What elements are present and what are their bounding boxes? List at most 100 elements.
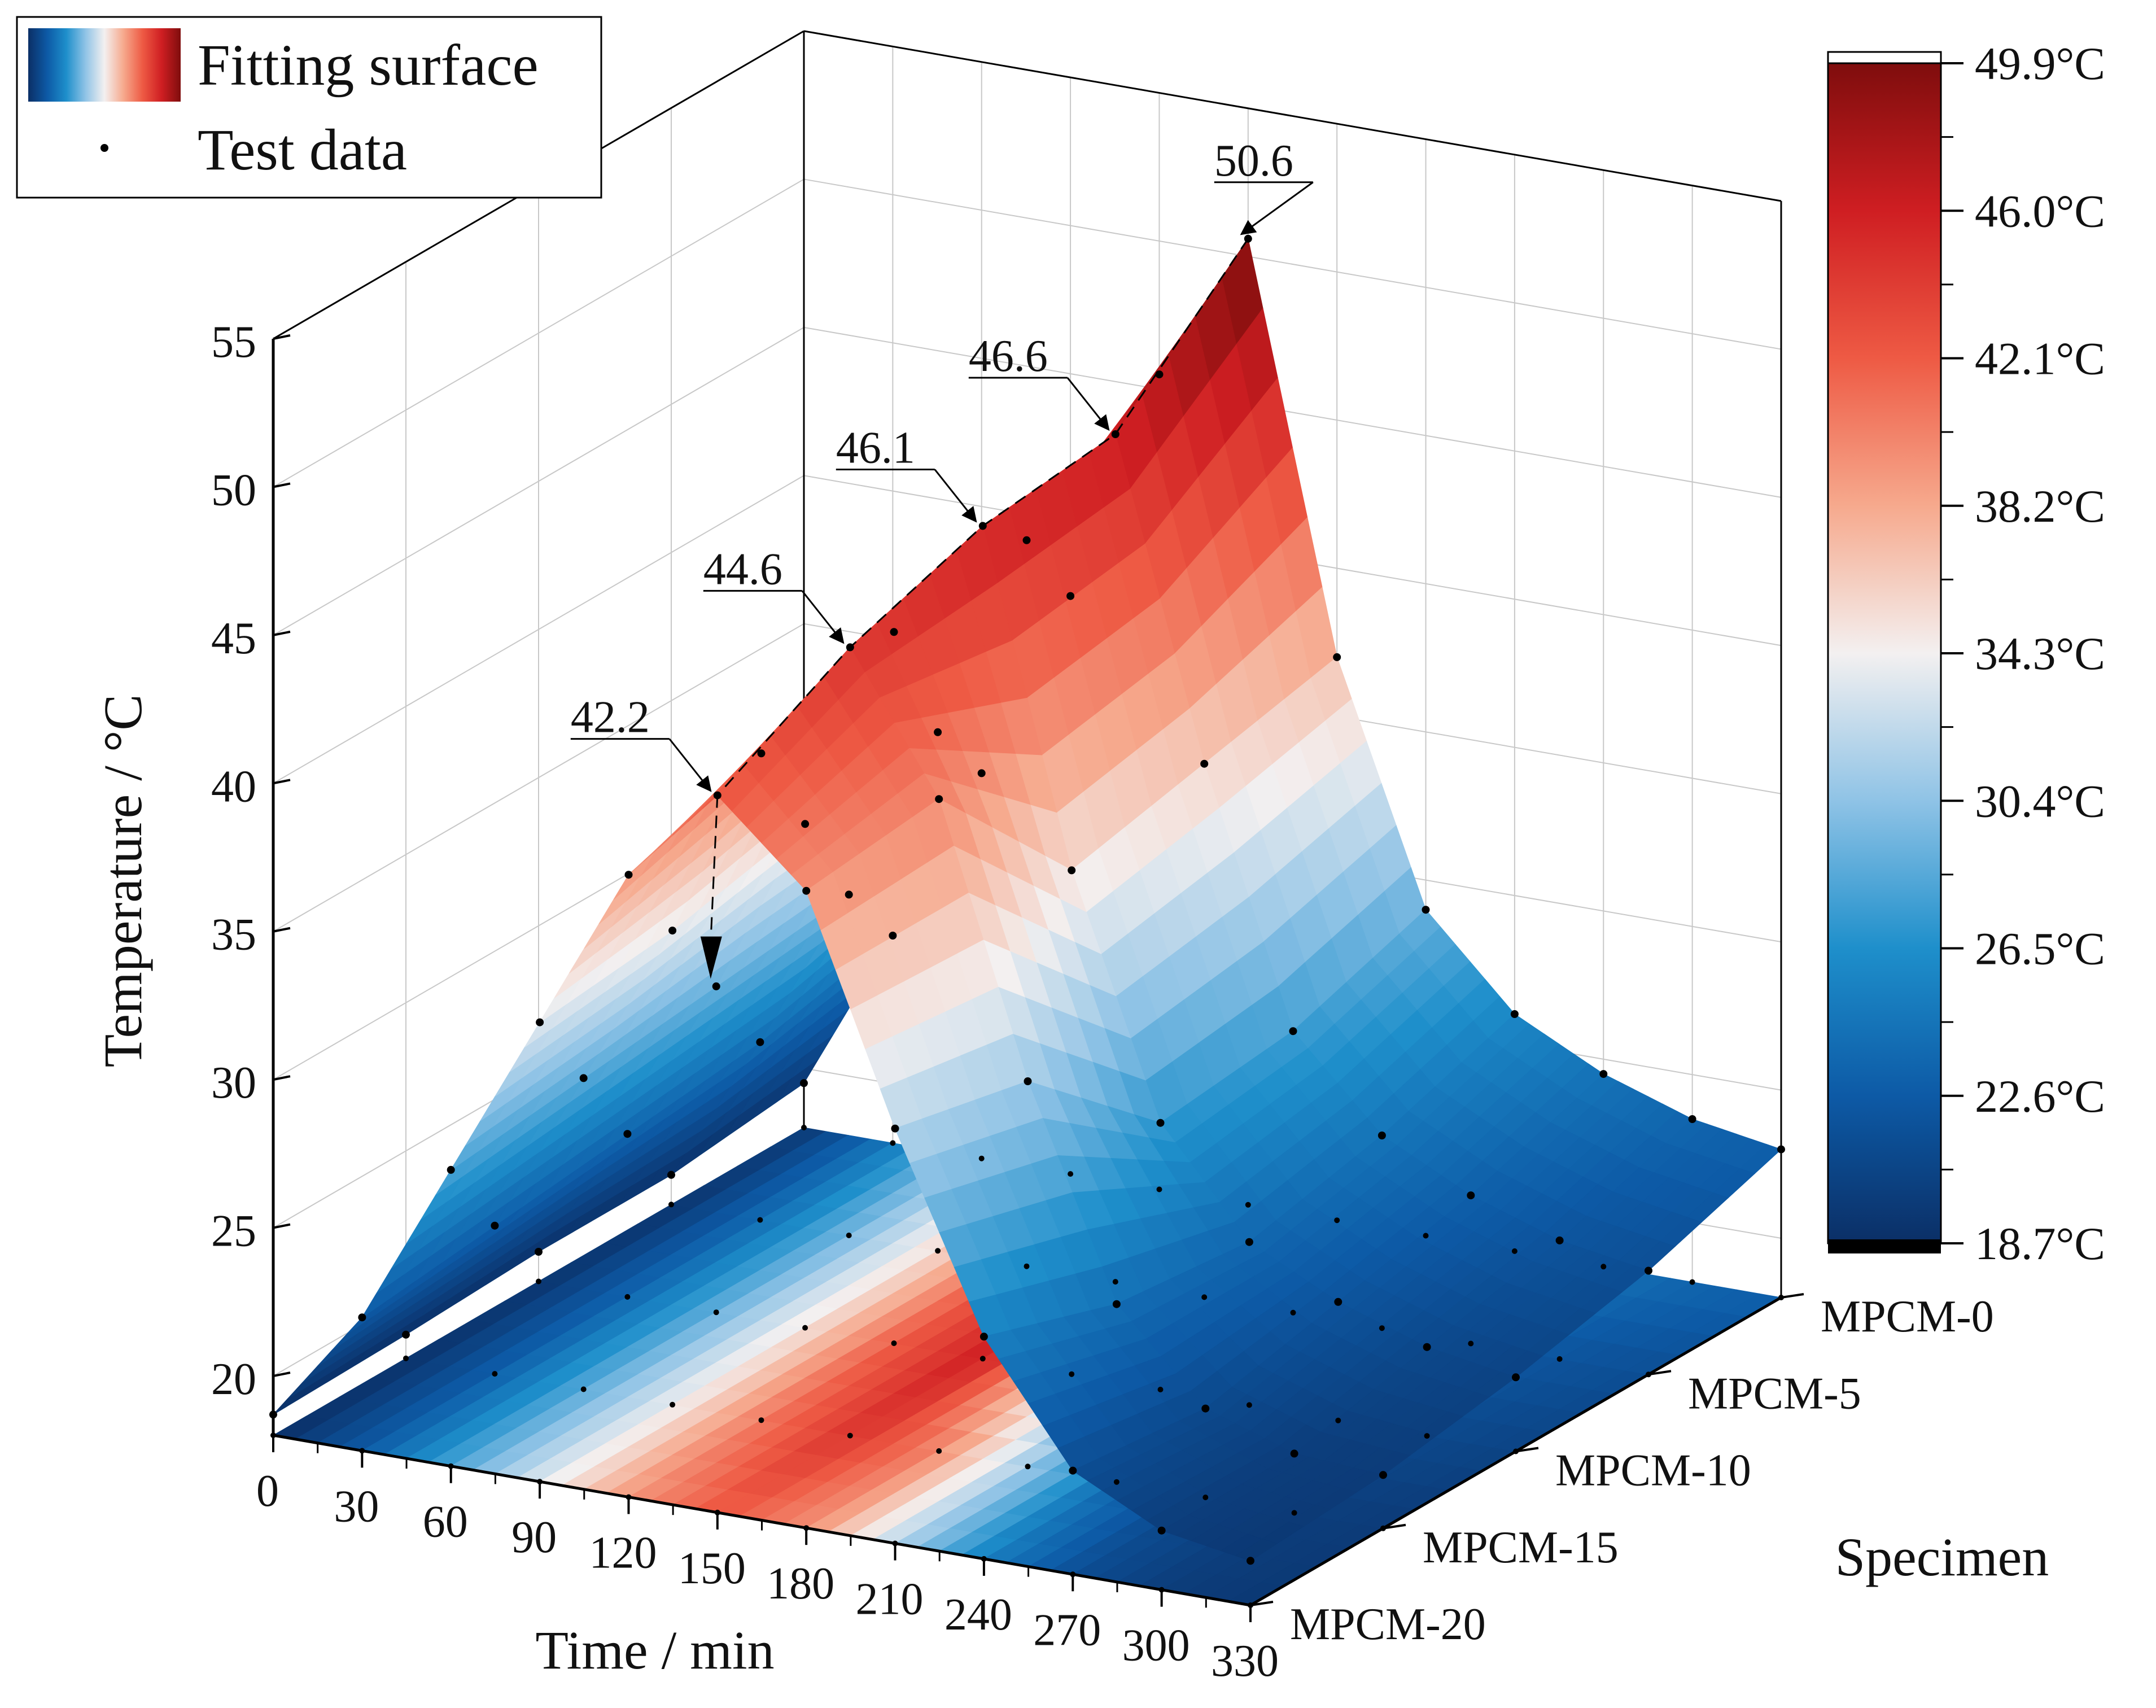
test-data-point [756,1038,764,1046]
y-tick-label: MPCM-0 [1821,1292,1994,1342]
peak-trend-tail [710,795,719,942]
test-data-point [802,886,811,895]
test-data-point [535,1248,543,1256]
test-data-point [977,769,986,777]
x-tick-label: 120 [589,1528,657,1578]
z-tick-mark [273,927,291,933]
z-tick-label: 35 [211,910,256,960]
test-data-point-floor [1246,1402,1252,1408]
colorbar-label: 34.3°C [1975,628,2105,679]
test-data-point-floor [1202,1495,1209,1500]
fitting-surface [273,238,1782,1561]
x-tick-label: 210 [856,1575,924,1624]
colorbar: 49.9°C 46.0°C 42.1°C 38.2°C 34.3°C 30.4°C 26.5… [1827,38,2105,1269]
test-data-point-floor [713,1309,719,1316]
z-tick-label: 40 [211,762,256,811]
test-data-point [667,1170,675,1179]
test-data-point-floor [1157,1387,1164,1392]
peak-trend-arrowhead [700,936,722,979]
x-tick-label: 180 [767,1559,834,1609]
y-tick-mark [1781,1293,1804,1299]
test-data-point-floor [1201,1294,1208,1300]
annotation-arrow [934,469,977,523]
peak-trend-dashed-line [716,238,1249,796]
test-data-point-floor [757,1217,763,1223]
test-data-point [536,1018,544,1026]
z-tick-mark [273,1223,291,1229]
test-data-point-floor [1511,1248,1517,1254]
test-data-point [579,1074,588,1082]
test-data-point [1555,1236,1564,1244]
test-data-point [1245,1238,1253,1246]
colorbar-ticks: 49.9°C 46.0°C 42.1°C 38.2°C 34.3°C 30.4°C 26.5… [1941,38,2105,1269]
y-tick-label: MPCM-15 [1423,1523,1619,1572]
annotation-label: 46.6 [969,331,1048,381]
test-data-point-floor [979,1356,986,1362]
test-data-point-floor [1291,1510,1297,1516]
test-data-point-floor [846,1233,852,1238]
test-data-point-floor [1068,1171,1074,1177]
test-data-point-floor [936,1448,942,1454]
test-data-point-floor [1424,1433,1430,1439]
test-data-point [358,1313,366,1322]
test-data-point-floor [1335,1417,1341,1423]
annotation-arrow [668,738,712,792]
legend-surface-label: Fitting surface [198,33,539,98]
test-data-point-floor [670,1401,676,1408]
annotation-label: 46.1 [836,423,915,473]
test-data-point-floor [978,1155,985,1161]
back-wall-gridline [803,178,1782,350]
test-data-point-floor [1112,1279,1118,1285]
test-data-point [1777,1145,1785,1154]
test-data-point [1200,759,1209,768]
colorbar-label: 46.0°C [1975,185,2105,237]
test-data-point [1247,1557,1254,1565]
annotation-arrow [1240,181,1314,235]
y-tick-label: MPCM-20 [1290,1600,1486,1649]
legend-surface-swatch [28,28,181,102]
y-tick-mark [1250,1601,1274,1606]
test-data-point [935,795,943,803]
colorbar-bar [1827,62,1942,1244]
test-data-point [712,982,720,990]
test-data-point [1289,1027,1297,1036]
axis-frame [272,334,1804,1622]
x-tick-label: 270 [1033,1605,1101,1655]
test-data-point [845,890,853,899]
test-data-point [1333,653,1341,661]
test-data-point [889,932,897,940]
test-data-point-floor [847,1432,853,1439]
test-data-point [1645,1266,1652,1275]
test-data-point-floor [890,1140,896,1146]
surface-cell [1235,1538,1278,1561]
test-data-point [1599,1070,1608,1078]
test-data-point [402,1330,410,1339]
test-data-point [1068,866,1076,875]
x-tick-label: 90 [511,1513,557,1562]
test-data-point-floor [1423,1233,1429,1239]
colorbar-label: 18.7°C [1975,1218,2105,1269]
z-tick-mark [273,630,291,636]
z-tick-mark [273,334,291,340]
test-data-point [1379,1471,1387,1479]
test-data-point-floor [1024,1263,1030,1269]
y-tick-label: MPCM-10 [1555,1446,1751,1496]
z-tick-label: 30 [211,1058,256,1108]
x-tick-label: 150 [678,1544,746,1593]
surface-cell [273,1382,315,1415]
test-data-point [1201,1404,1210,1413]
y-axis-label: Specimen [1835,1527,2049,1587]
z-axis-label: Temperature / °C [93,694,153,1068]
test-data-point [1467,1191,1475,1200]
test-data-point [891,1124,899,1133]
test-data-point [979,1333,988,1341]
x-tick-label: 300 [1122,1621,1190,1671]
test-data-point [1069,1466,1077,1475]
test-data-point [757,749,766,758]
legend: Fitting surface Test data [16,16,602,199]
z-tick-mark [273,482,291,488]
test-data-point-floor [801,1125,807,1130]
annotation-arrow [801,590,845,644]
colorbar-label: 30.4°C [1975,775,2105,827]
test-data-point [934,728,942,736]
